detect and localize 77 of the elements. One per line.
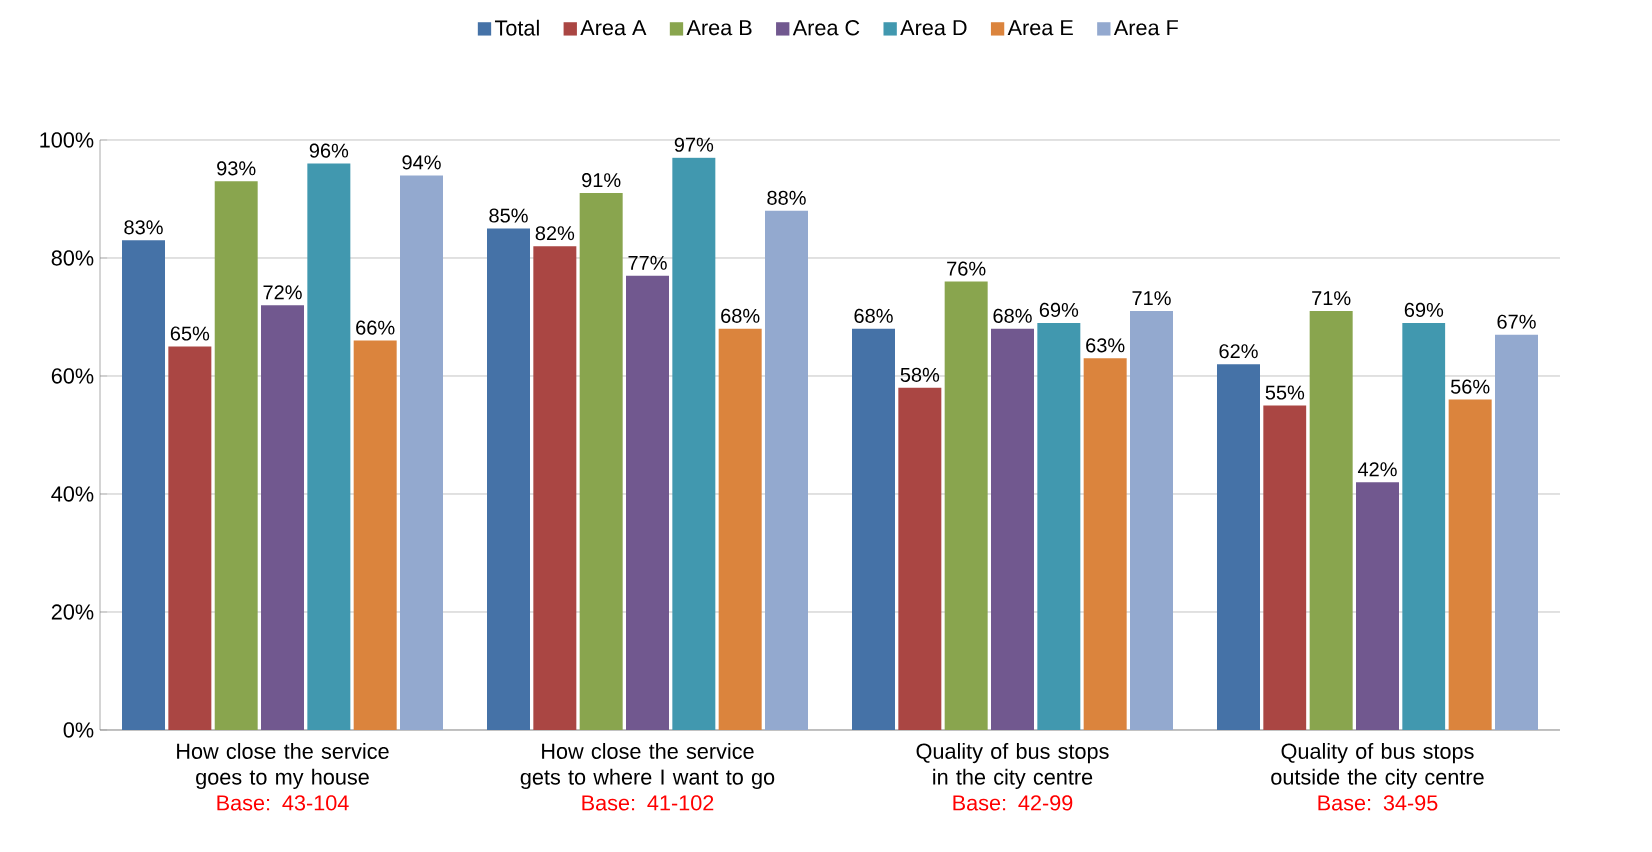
bar (765, 210, 808, 730)
x-tick-label: How close the service gets to where I want to go (520, 742, 775, 790)
text: Base: 34-95 (1318, 795, 1438, 811)
text: Base: 41-102 (582, 795, 714, 811)
bar (1309, 311, 1353, 730)
bar (122, 240, 166, 730)
bar (168, 346, 212, 730)
data-label: 83% (124, 220, 163, 235)
data-label: 94% (402, 155, 441, 170)
bar (1083, 358, 1127, 730)
x-tick-label: Quality of bus stops outside the city centre (1271, 742, 1484, 790)
y-tick-label: 0% (63, 722, 94, 738)
data-label: 72% (263, 285, 302, 300)
legend-label: Total (494, 19, 539, 36)
data-label: 62% (1219, 344, 1258, 359)
bar (1217, 364, 1260, 730)
bar (852, 328, 895, 730)
data-label: 96% (309, 143, 349, 158)
bar (400, 175, 444, 730)
bar (307, 163, 351, 730)
bar (1263, 405, 1307, 730)
data-label: 58% (900, 367, 940, 382)
data-label: 76% (947, 261, 986, 276)
bar (1356, 482, 1399, 730)
y-tick-label: 40% (51, 486, 94, 502)
bar (1130, 311, 1173, 730)
bar (626, 275, 669, 730)
data-label: 88% (767, 190, 806, 205)
data-label: 85% (489, 208, 528, 223)
data-label: 69% (1039, 302, 1079, 317)
legend-label: Area F (1113, 20, 1178, 36)
data-label: 69% (1404, 302, 1444, 317)
x-tick-label: Quality of bus stops in the city centre (916, 742, 1109, 790)
legend-label: Area E (1007, 20, 1073, 36)
legend-label: Area C (792, 20, 860, 36)
data-label: 71% (1132, 291, 1171, 306)
data-label: 65% (170, 326, 210, 341)
data-label: 91% (582, 173, 621, 188)
legend-label: Area D (900, 20, 967, 36)
data-label: 66% (356, 320, 395, 335)
bar (1402, 322, 1446, 730)
data-label: 97% (674, 137, 714, 152)
data-label: 42% (1357, 462, 1397, 477)
x-tick-label: How close the service goes to my house (177, 742, 389, 790)
y-tick-label: 80% (51, 250, 94, 266)
data-label: 55% (1265, 385, 1305, 400)
data-label: 68% (854, 308, 893, 323)
data-label: 56% (1450, 379, 1490, 394)
y-tick-label: 20% (51, 604, 94, 620)
data-label: 68% (721, 308, 760, 323)
data-label: 63% (1086, 338, 1125, 353)
legend-label: Area B (686, 20, 752, 36)
bar (944, 281, 988, 730)
data-label: 68% (993, 308, 1032, 323)
bar (1037, 322, 1081, 730)
data-label: 82% (535, 226, 575, 241)
bar (672, 157, 716, 730)
bar (353, 340, 397, 730)
text: Base: 43-104 (217, 795, 349, 811)
bar (898, 387, 942, 730)
bar (991, 328, 1034, 730)
text: Base: 42-99 (953, 795, 1073, 811)
data-label: 67% (1497, 314, 1536, 329)
bar (1448, 399, 1492, 730)
bar (261, 305, 305, 730)
bar (1495, 334, 1538, 730)
bar (579, 193, 623, 730)
bar (533, 246, 577, 730)
data-label: 93% (217, 161, 256, 176)
legend-label: Area A (580, 20, 647, 36)
y-tick-label: 100% (40, 132, 94, 148)
data-label: 71% (1312, 291, 1351, 306)
bar (718, 328, 762, 730)
y-tick-label: 60% (51, 368, 94, 384)
data-label: 77% (628, 255, 667, 270)
bar (214, 181, 258, 730)
bar (487, 228, 530, 730)
